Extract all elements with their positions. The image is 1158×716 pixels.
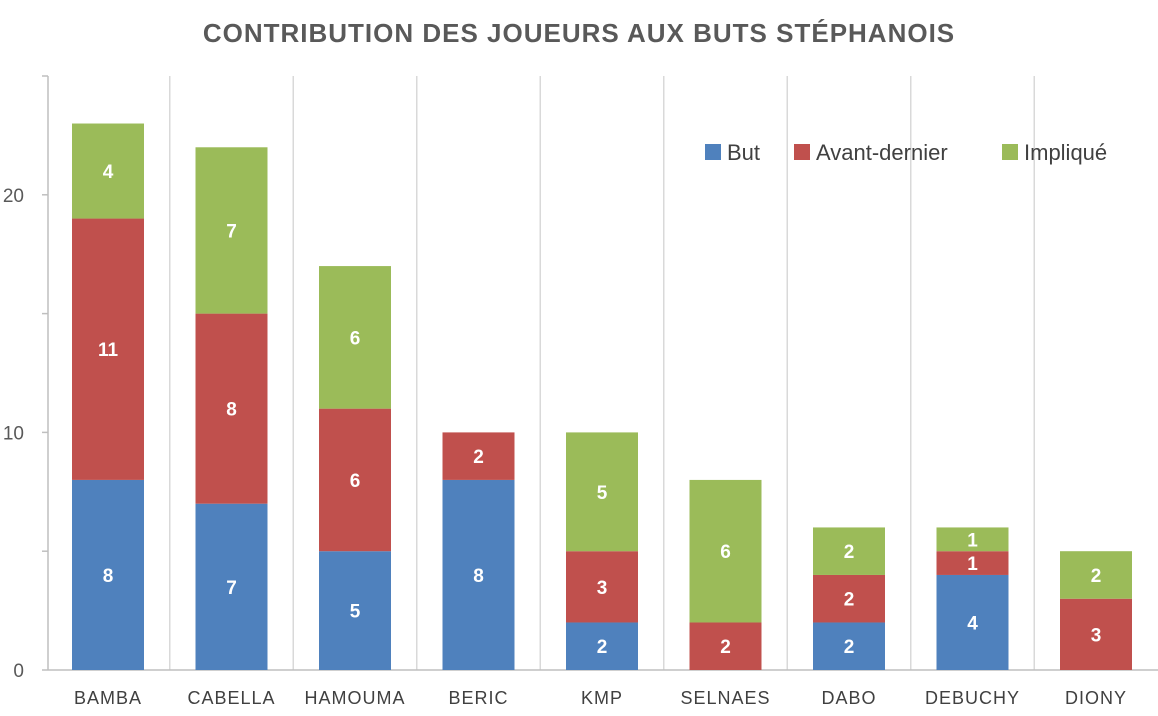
data-label: 8 bbox=[226, 400, 237, 421]
bar-segment bbox=[566, 622, 638, 670]
bar-segment bbox=[195, 147, 268, 314]
legend-item: But bbox=[705, 140, 760, 165]
bar-segment bbox=[566, 551, 638, 623]
bar-segment bbox=[195, 503, 268, 670]
data-label: 2 bbox=[844, 637, 855, 658]
x-tick-label: DEBUCHY bbox=[925, 688, 1020, 708]
bar-segment bbox=[936, 527, 1009, 552]
data-label: 2 bbox=[844, 542, 855, 563]
legend-item: Impliqué bbox=[1002, 140, 1107, 165]
data-label: 1 bbox=[967, 554, 978, 575]
y-tick-label: 10 bbox=[3, 423, 24, 444]
bar-segment bbox=[813, 574, 885, 623]
legend-swatch bbox=[794, 144, 810, 160]
data-label: 11 bbox=[98, 340, 119, 361]
data-label: 2 bbox=[473, 447, 484, 468]
bar-segment bbox=[813, 622, 885, 670]
x-tick-label: CABELLA bbox=[187, 688, 275, 708]
bars bbox=[72, 123, 1132, 670]
data-label: 5 bbox=[597, 483, 608, 504]
data-label: 6 bbox=[350, 471, 361, 492]
data-label: 3 bbox=[1091, 625, 1102, 646]
bar-segment bbox=[936, 574, 1009, 670]
data-label: 3 bbox=[597, 578, 608, 599]
legend-label: Impliqué bbox=[1024, 140, 1107, 165]
bar-segment bbox=[442, 479, 515, 670]
bar-segment bbox=[1060, 598, 1132, 670]
legend-item: Avant-dernier bbox=[794, 140, 948, 165]
legend-swatch bbox=[705, 144, 721, 160]
data-label: 6 bbox=[720, 542, 731, 563]
x-tick-label: HAMOUMA bbox=[305, 688, 406, 708]
data-label: 2 bbox=[1091, 566, 1102, 587]
data-label: 8 bbox=[103, 566, 114, 587]
legend: But Avant-dernier Impliqué bbox=[705, 140, 1107, 165]
data-label: 1 bbox=[967, 530, 978, 551]
y-tick-label: 20 bbox=[3, 186, 24, 207]
data-label: 4 bbox=[967, 613, 978, 634]
bar-segment bbox=[319, 266, 391, 409]
data-label: 5 bbox=[350, 602, 361, 623]
x-tick-label: DABO bbox=[821, 688, 876, 708]
bar-segment bbox=[1060, 551, 1132, 599]
bar-segment bbox=[442, 432, 515, 480]
data-label: 2 bbox=[597, 637, 608, 658]
bar-segment bbox=[319, 551, 391, 670]
bar-segment bbox=[72, 479, 144, 670]
bar-segment bbox=[936, 551, 1009, 575]
legend-label: Avant-dernier bbox=[816, 140, 948, 165]
data-label: 7 bbox=[226, 578, 237, 599]
bar-segment bbox=[813, 527, 885, 575]
data-label: 2 bbox=[844, 590, 855, 611]
bar-segment bbox=[566, 432, 638, 552]
bar-segment bbox=[195, 313, 268, 504]
data-label: 6 bbox=[350, 328, 361, 349]
x-tick-label: BERIC bbox=[448, 688, 508, 708]
bar-segment bbox=[72, 218, 144, 480]
data-label: 4 bbox=[103, 162, 114, 183]
chart-title: CONTRIBUTION DES JOUEURS AUX BUTS STÉPHA… bbox=[203, 18, 955, 48]
x-tick-label: BAMBA bbox=[74, 688, 142, 708]
legend-swatch bbox=[1002, 144, 1018, 160]
data-label: 8 bbox=[473, 566, 484, 587]
y-tick-label: 0 bbox=[13, 661, 24, 682]
x-tick-label: SELNAES bbox=[680, 688, 770, 708]
data-label: 7 bbox=[226, 221, 237, 242]
x-axis-labels: BAMBA CABELLA HAMOUMA BERIC KMP SELNAES DABO DE… bbox=[74, 688, 1127, 708]
legend-label: But bbox=[727, 140, 760, 165]
gridlines bbox=[169, 76, 1035, 670]
bar-segment bbox=[72, 123, 144, 219]
bar-segment bbox=[689, 479, 762, 623]
x-tick-label: DIONY bbox=[1065, 688, 1127, 708]
bar-segment bbox=[689, 622, 762, 670]
x-tick-label: KMP bbox=[581, 688, 623, 708]
bar-segment bbox=[319, 408, 391, 552]
data-label: 2 bbox=[720, 637, 731, 658]
